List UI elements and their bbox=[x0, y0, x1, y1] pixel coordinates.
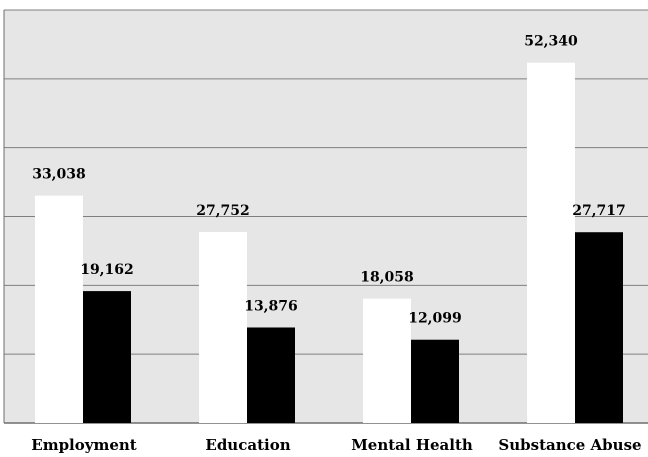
value-label: 19,162 bbox=[80, 262, 134, 278]
value-label: 13,876 bbox=[244, 298, 298, 314]
bar-mental-health-2 bbox=[411, 339, 459, 423]
value-label: 27,717 bbox=[572, 203, 626, 219]
bar-employment-1 bbox=[35, 195, 83, 423]
bar-substance-abuse-2 bbox=[575, 232, 623, 423]
value-label: 33,038 bbox=[32, 167, 86, 183]
bar-education-1 bbox=[199, 231, 247, 423]
value-label: 27,752 bbox=[196, 203, 250, 219]
bar-mental-health-1 bbox=[363, 298, 411, 423]
category-labels: Employment Education Mental Health Substanc… bbox=[31, 436, 641, 454]
category-label: Mental Health bbox=[351, 436, 473, 454]
value-label: 52,340 bbox=[524, 34, 578, 50]
category-label: Employment bbox=[31, 436, 137, 454]
bar-substance-abuse-1 bbox=[527, 62, 575, 424]
category-label: Education bbox=[205, 436, 290, 454]
bar-employment-2 bbox=[83, 291, 131, 423]
bar-education-2 bbox=[247, 327, 295, 423]
value-labels: 33,038 19,162 27,752 13,876 18,058 12,099 52,3… bbox=[32, 34, 626, 327]
category-label: Substance Abuse bbox=[498, 436, 641, 454]
value-label: 18,058 bbox=[360, 270, 414, 286]
value-label: 12,099 bbox=[408, 311, 462, 327]
bars bbox=[35, 62, 623, 424]
